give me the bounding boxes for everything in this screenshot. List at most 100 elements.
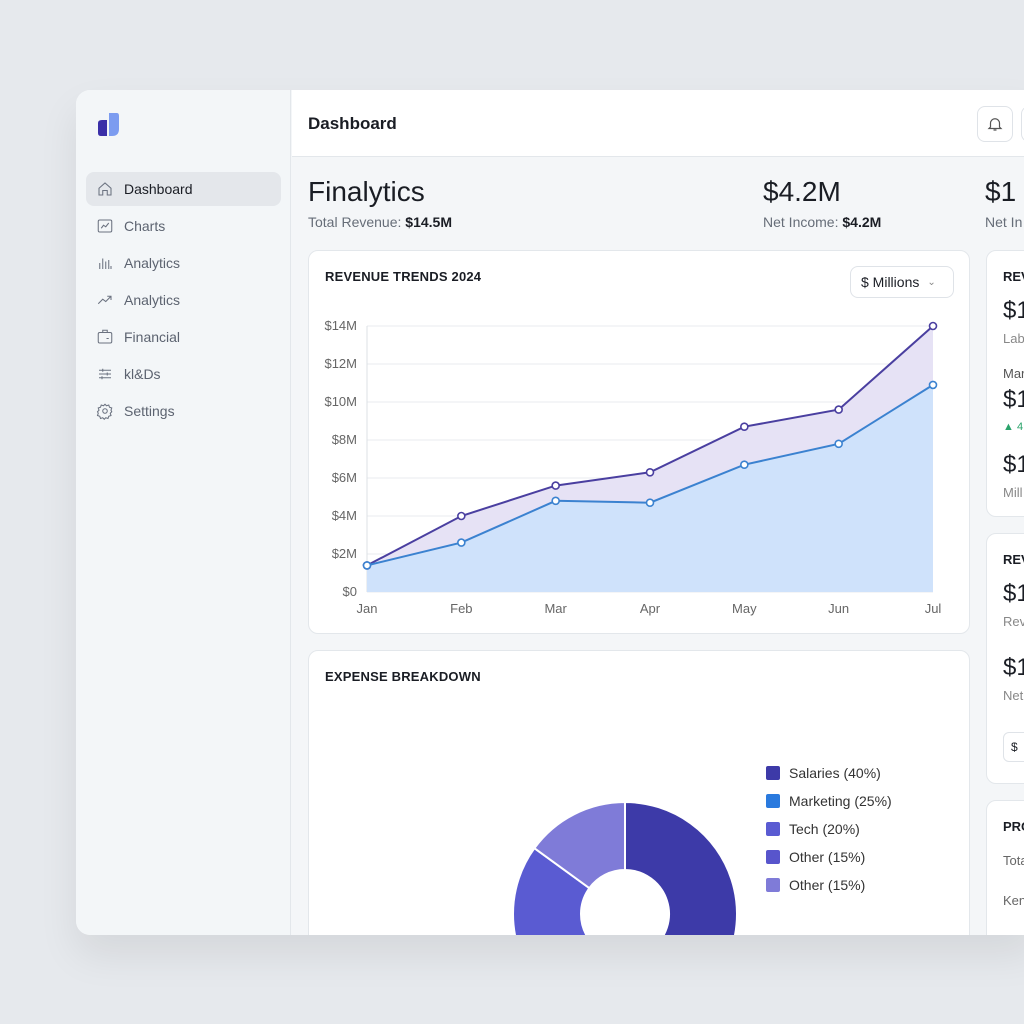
data-point[interactable]	[457, 511, 466, 521]
data-point[interactable]	[834, 439, 843, 449]
trending-up-icon	[97, 295, 112, 305]
legend-label: Other (15%)	[789, 877, 866, 893]
legend-swatch	[766, 878, 780, 892]
legend-swatch	[766, 794, 780, 808]
sidebar-item-label: Dashboard	[124, 181, 193, 197]
kpi-value: Finalytics	[308, 176, 425, 207]
legend: Salaries (40%) Marketing (25%) Tech (20%) O…	[766, 759, 892, 899]
y-tick-label: $6M	[332, 470, 357, 485]
legend-item: Other (15%)	[766, 871, 892, 899]
app-window: Dashboard Charts Analytics Analytics Financi…	[76, 90, 1024, 935]
sidebar-item-analytics[interactable]: Analytics	[86, 283, 281, 317]
legend-item: Other (15%)	[766, 843, 892, 871]
data-point[interactable]	[928, 321, 938, 331]
x-tick-label: Feb	[450, 601, 472, 616]
value: $1	[1003, 654, 1024, 681]
y-tick-label: $4M	[332, 508, 357, 523]
data-point[interactable]	[362, 561, 372, 570]
card-title: REVENUE TRENDS 2024	[325, 269, 482, 284]
x-tick-label: May	[732, 601, 757, 616]
data-point[interactable]	[645, 498, 655, 507]
area-band	[367, 326, 933, 566]
x-tick-label: Jul	[925, 601, 942, 616]
kpi-label: Net Income:	[763, 214, 843, 230]
top-bar: Dashboard	[292, 90, 1024, 157]
right-card-3: PRO Tota Ken	[986, 800, 1024, 935]
sidebar-item-label: Settings	[124, 403, 175, 419]
x-tick-label: Mar	[544, 601, 567, 616]
kpi-net-income: $4.2M Net Income: $4.2M	[763, 176, 881, 230]
legend-label: Marketing (25%)	[789, 793, 892, 809]
sidebar-item-label: Charts	[124, 218, 166, 234]
legend-label: Other (15%)	[789, 849, 866, 865]
unit-select-value: $ Millions	[861, 274, 920, 290]
x-tick-label: Apr	[640, 601, 661, 616]
kpi-total-revenue: Finalytics Total Revenue: $14.5M	[308, 176, 452, 230]
card-button[interactable]: $	[1003, 732, 1024, 762]
donut-slice[interactable]	[532, 800, 626, 890]
sidebar-item-label: Analytics	[124, 255, 181, 271]
label: Net	[1003, 688, 1024, 703]
y-tick-label: $14M	[324, 318, 357, 333]
chart-line-icon	[97, 219, 113, 233]
data-point[interactable]	[928, 380, 938, 390]
data-point[interactable]	[457, 538, 466, 547]
bell-icon	[987, 118, 1003, 131]
value: $1	[1003, 386, 1024, 413]
row-label: Tota	[1003, 853, 1024, 868]
revenue-trends-card: REVENUE TRENDS 2024 $ Millions ⌄ $0 $2M $4M…	[308, 250, 970, 634]
kpi-label: Net In	[985, 214, 1023, 230]
legend-label: Tech (20%)	[789, 821, 860, 837]
donut-slice[interactable]	[624, 800, 738, 935]
revenue-line-chart: $0 $2M $4M $6M $8M $10M $12M $14M Jan Feb Mar Apr Ma…	[324, 318, 942, 616]
y-tick-label: $10M	[324, 394, 357, 409]
home-icon	[98, 182, 112, 196]
x-tick-label: Jan	[357, 601, 378, 616]
y-tick-label: $2M	[332, 546, 357, 561]
right-card-1: REV $1 Lab Mar $1 ▲ 4 $1 Mill	[986, 250, 1024, 517]
card-title: REV	[1003, 552, 1024, 567]
data-point[interactable]	[834, 405, 843, 414]
data-point[interactable]	[551, 496, 560, 506]
kpi-third: $1 Net In	[985, 176, 1022, 230]
sidebar-item-analytics[interactable]: Analytics	[86, 246, 281, 280]
legend-item: Marketing (25%)	[766, 787, 892, 815]
briefcase-icon	[97, 329, 113, 344]
notifications-button[interactable]	[977, 106, 1013, 142]
kpi-value: $4.2M	[763, 176, 841, 207]
sidebar-item-dashboard[interactable]: Dashboard	[86, 172, 281, 206]
label: Lab	[1003, 331, 1024, 346]
legend-label: Salaries (40%)	[789, 765, 881, 781]
expense-donut-chart	[512, 800, 738, 935]
data-point[interactable]	[740, 422, 749, 431]
data-point[interactable]	[740, 460, 749, 469]
legend-swatch	[766, 850, 780, 864]
kpi-value: $1	[985, 176, 1017, 207]
sidebar-item-financial[interactable]: Financial	[86, 320, 281, 354]
y-tick-label: $0	[343, 584, 357, 599]
sidebar-item-klds[interactable]: kl&Ds	[86, 357, 281, 391]
card-title: EXPENSE BREAKDOWN	[325, 669, 481, 684]
page-title: Dashboard	[308, 114, 397, 133]
delta-badge: ▲ 4	[1003, 421, 1024, 433]
sliders-icon	[99, 368, 111, 380]
card-title: REV	[1003, 269, 1024, 284]
data-point[interactable]	[645, 468, 655, 477]
sidebar-item-label: kl&Ds	[124, 366, 161, 382]
value: $1	[1003, 297, 1024, 324]
unit-select[interactable]: $ Millions ⌄	[850, 266, 954, 298]
sidebar: Dashboard Charts Analytics Analytics Financi…	[76, 90, 291, 935]
y-tick-label: $8M	[332, 432, 357, 447]
donut-slice[interactable]	[512, 846, 591, 935]
data-point[interactable]	[551, 481, 560, 490]
kpi-label: Total Revenue:	[308, 214, 406, 230]
right-card-2: REV $1 Rev $1 Net $	[986, 533, 1024, 784]
label: Mill	[1003, 485, 1023, 500]
sidebar-item-label: Analytics	[124, 292, 181, 308]
value: $1	[1003, 580, 1024, 607]
gear-icon	[96, 403, 113, 420]
value: $1	[1003, 451, 1024, 478]
sidebar-item-settings[interactable]: Settings	[86, 394, 281, 428]
expense-breakdown-card: EXPENSE BREAKDOWN Salaries (40%) Marketin…	[308, 650, 970, 935]
sidebar-item-charts[interactable]: Charts	[86, 209, 281, 243]
